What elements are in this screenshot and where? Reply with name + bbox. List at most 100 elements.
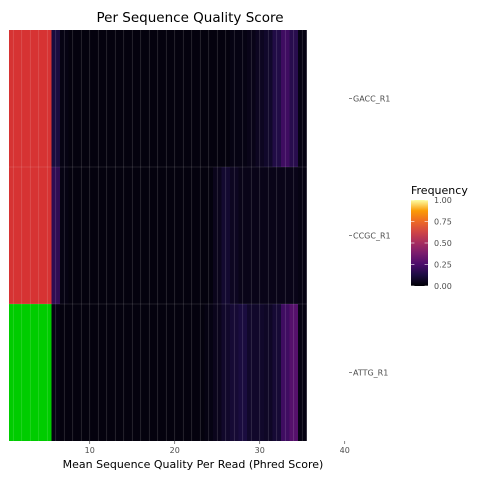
x-tick-label: 10: [85, 446, 95, 455]
x-axis-title: Mean Sequence Quality Per Read (Phred Sc…: [63, 458, 324, 471]
legend-tick-label: 0.75: [434, 218, 452, 227]
heatmap-cell: [51, 167, 61, 304]
heatmap-cell: [221, 30, 231, 167]
heatmap-cell: [68, 304, 78, 441]
heatmap-cell: [119, 304, 129, 441]
heatmap-cell: [272, 167, 282, 304]
chart-title: Per Sequence Quality Score: [96, 10, 283, 26]
legend-ticks: 1.00 0.75 0.50 0.25 0.00: [411, 196, 452, 291]
heatmap-cell: [136, 167, 146, 304]
heatmap-cell: [264, 167, 273, 304]
heatmap-cell: [102, 304, 112, 441]
heatmap-cell: [213, 30, 222, 167]
heatmap-cell: [298, 167, 307, 304]
heatmap-cell: [238, 30, 248, 167]
row-label: GACC_R1: [353, 95, 390, 104]
heatmap-cell: [289, 304, 299, 441]
heatmap-cell: [77, 304, 86, 441]
heatmap-cell: [128, 304, 137, 441]
heatmap-cell: [111, 304, 120, 441]
heatmap-cell: [264, 304, 273, 441]
legend-tick-label: 0.00: [434, 282, 452, 291]
heatmap-cell: [281, 167, 290, 304]
heatmap-cell: [255, 167, 265, 304]
heatmap-cell: [289, 167, 299, 304]
legend-title: Frequency: [411, 184, 468, 197]
heatmap-cell: [204, 304, 214, 441]
heatmap-cell: [145, 30, 154, 167]
x-tick-label: 30: [255, 446, 265, 455]
heatmap-cell: [255, 304, 265, 441]
heatmap-cell: [85, 167, 95, 304]
heatmap-cell: [145, 167, 154, 304]
heatmap-cell: [136, 30, 146, 167]
heatmap-cell: [111, 30, 120, 167]
heatmap-cell: [128, 30, 137, 167]
x-axis-ticks: 10 20 30 40: [85, 441, 350, 455]
heatmap-cell: [170, 167, 180, 304]
heatmap-cell: [102, 167, 112, 304]
heatmap-cell: [111, 167, 120, 304]
heatmap-cell: [187, 167, 197, 304]
heatmap-cell: [247, 30, 256, 167]
heatmap-cell: [247, 167, 256, 304]
heatmap-cell: [238, 304, 248, 441]
heatmap-cell: [51, 304, 61, 441]
heatmap-cell: [187, 30, 197, 167]
heatmap-cell: [51, 30, 61, 167]
heatmap-cell: [60, 167, 69, 304]
heatmap-cell: [255, 30, 265, 167]
heatmap-cell: [85, 304, 95, 441]
heatmap-cell: [60, 304, 69, 441]
heatmap-cell: [77, 167, 86, 304]
heatmap-cell: [230, 304, 239, 441]
heatmap-cell: [281, 304, 290, 441]
heatmap-cell: [68, 167, 78, 304]
heatmap-cell: [153, 167, 163, 304]
heatmap-cell: [213, 167, 222, 304]
heatmap-cell: [85, 30, 95, 167]
heatmap-cell: [145, 304, 154, 441]
heatmap-cell: [196, 30, 205, 167]
heatmap-cell: [170, 304, 180, 441]
legend-colorbar: [411, 200, 428, 286]
heatmap-cell: [162, 304, 171, 441]
status-cell: [9, 167, 52, 304]
heatmap-cell: [179, 167, 188, 304]
legend-tick-label: 0.25: [434, 261, 452, 270]
heatmap-cell: [196, 167, 205, 304]
heatmap-cell: [298, 30, 307, 167]
heatmap-cell: [94, 304, 103, 441]
heatmap-cell: [272, 304, 282, 441]
heatmap-cells: [51, 30, 307, 441]
heatmap-cell: [77, 30, 86, 167]
status-cell: [9, 304, 52, 441]
legend-tick-label: 0.50: [434, 239, 452, 248]
heatmap-cell: [60, 30, 69, 167]
heatmap-cell: [264, 30, 273, 167]
heatmap-cell: [289, 30, 299, 167]
heatmap-cell: [128, 167, 137, 304]
status-cell: [9, 30, 52, 167]
heatmap-cell: [153, 304, 163, 441]
heatmap-cell: [187, 304, 197, 441]
heatmap-cell: [238, 167, 248, 304]
row-label: CCGC_R1: [353, 232, 391, 241]
heatmap-cell: [170, 30, 180, 167]
heatmap-cell: [68, 30, 78, 167]
heatmap-cell: [298, 304, 307, 441]
grid-lines: [9, 30, 349, 441]
heatmap-cell: [213, 304, 222, 441]
heatmap-cell: [94, 30, 103, 167]
heatmap-cell: [94, 167, 103, 304]
heatmap-cell: [196, 304, 205, 441]
heatmap-cell: [272, 30, 282, 167]
x-tick-label: 20: [170, 446, 180, 455]
heatmap-cell: [230, 167, 239, 304]
heatmap-cell: [281, 30, 290, 167]
heatmap-cell: [162, 30, 171, 167]
heatmap-cell: [230, 30, 239, 167]
x-tick-label: 40: [340, 446, 350, 455]
heatmap-cell: [153, 30, 163, 167]
